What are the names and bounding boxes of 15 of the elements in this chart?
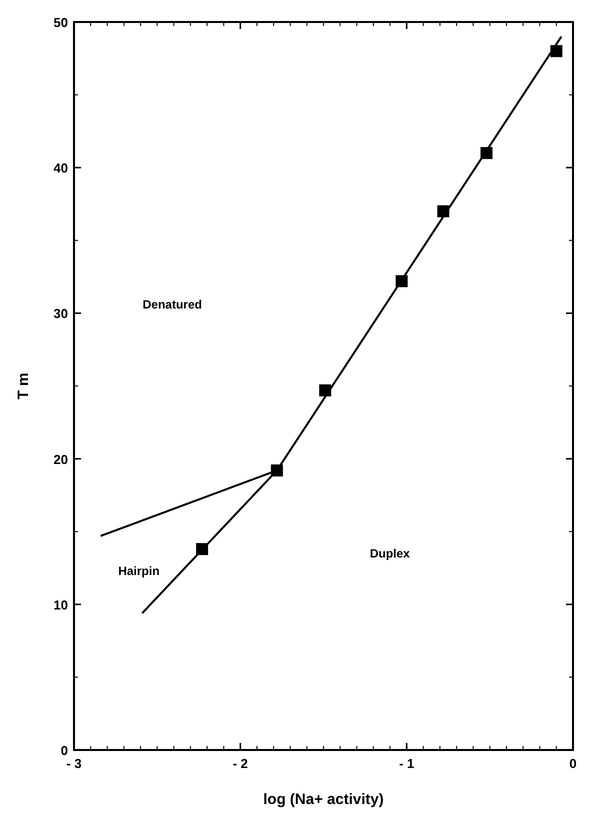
y-tick-label: 40 — [54, 160, 68, 176]
y-tick-label: 0 — [60, 743, 68, 758]
x-tick-label: - 1 — [399, 756, 414, 771]
x-tick-label: 0 — [569, 756, 577, 771]
y-axis-title: T m — [15, 372, 32, 400]
annotation: Duplex — [370, 546, 410, 560]
y-tick-label: 50 — [54, 15, 68, 30]
annotation: Denatured — [142, 297, 202, 312]
y-tick-label: 10 — [54, 597, 68, 612]
y-tick-label: 30 — [54, 306, 68, 322]
x-axis-title: log (Na+ activity) — [263, 791, 384, 808]
x-tick-label: - 3 — [66, 756, 82, 771]
y-tick-label: 20 — [54, 452, 68, 467]
annotation: Hairpin — [118, 564, 160, 578]
x-tick-label: - 2 — [232, 756, 248, 771]
